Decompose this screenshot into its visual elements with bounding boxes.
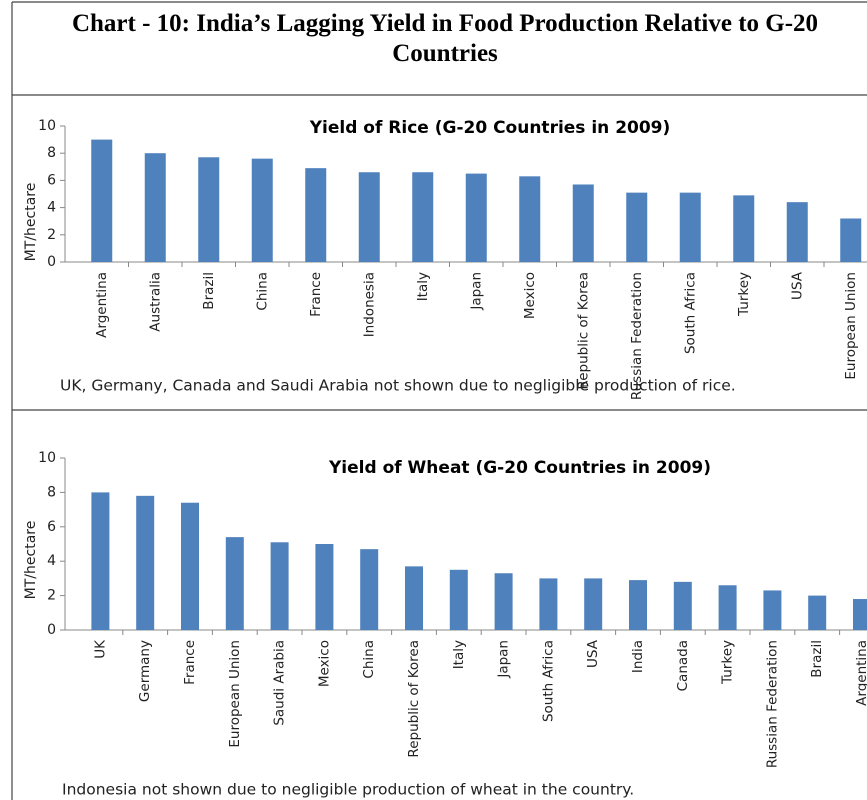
frame — [11, 1, 867, 800]
x-tick-label: Saudi Arabia — [272, 640, 288, 726]
x-tick-label: Japan — [468, 272, 484, 311]
y-tick-label: 2 — [47, 588, 56, 604]
y-tick-label: 8 — [47, 145, 56, 161]
y-tick-label: 2 — [47, 227, 56, 243]
bar — [733, 195, 755, 262]
bar — [840, 218, 862, 262]
x-tick-label: Brazil — [201, 272, 217, 310]
bar — [763, 590, 782, 630]
y-tick-label: 10 — [38, 118, 56, 134]
x-tick-label: Turkey — [736, 272, 752, 317]
bar — [808, 595, 827, 630]
bar — [315, 544, 334, 630]
x-tick-label: South Africa — [540, 640, 556, 722]
y-tick-label: 4 — [47, 200, 56, 216]
x-tick-label: Turkey — [720, 640, 736, 685]
bar — [718, 585, 737, 630]
x-tick-label: Mexico — [522, 272, 538, 319]
x-tick-label: Germany — [137, 640, 153, 702]
y-axis-label: MT/hectare — [23, 521, 39, 600]
x-tick-label: Japan — [496, 640, 512, 679]
y-tick-label: 6 — [47, 172, 56, 188]
bar — [358, 172, 380, 262]
chart-note: Indonesia not shown due to negligible pr… — [62, 781, 634, 799]
bar — [584, 578, 603, 630]
title-line: Chart - 10: India’s Lagging Yield in Foo… — [72, 10, 818, 37]
chart-title: Yield of Wheat (G-20 Countries in 2009) — [328, 458, 711, 478]
chart-title: Yield of Rice (G-20 Countries in 2009) — [309, 118, 671, 138]
x-tick-label: Argentina — [94, 272, 110, 338]
x-tick-label: Canada — [675, 640, 691, 691]
x-tick-label: Italy — [415, 272, 431, 301]
bar — [786, 202, 808, 262]
bar — [270, 542, 289, 630]
x-tick-label: European Union — [227, 640, 243, 748]
x-tick-label: China — [361, 640, 377, 679]
x-tick-label: Republic of Korea — [575, 272, 591, 390]
page-title: Chart - 10: India’s Lagging Yield in Foo… — [72, 10, 818, 67]
x-tick-label: France — [308, 272, 324, 317]
bar — [465, 173, 487, 262]
bar — [144, 153, 166, 262]
bar — [494, 573, 513, 630]
x-tick-label: Italy — [451, 640, 467, 669]
bar — [449, 569, 468, 630]
x-tick-label: South Africa — [682, 272, 698, 354]
x-tick-label: Indonesia — [361, 272, 377, 337]
bar — [360, 549, 379, 630]
bar — [225, 537, 244, 630]
bar — [519, 176, 541, 262]
bar — [305, 168, 327, 262]
bar — [853, 599, 867, 630]
x-tick-label: USA — [585, 639, 601, 668]
bar — [405, 566, 423, 630]
bar — [181, 502, 199, 630]
bar — [91, 139, 113, 262]
bar — [136, 495, 155, 630]
x-tick-label: Mexico — [316, 640, 332, 687]
bar — [539, 578, 558, 630]
y-tick-label: 10 — [38, 450, 56, 466]
x-tick-label: China — [254, 272, 270, 311]
bar — [91, 492, 110, 630]
y-tick-label: 0 — [47, 254, 56, 270]
x-tick-label: USA — [789, 271, 805, 300]
y-tick-label: 4 — [47, 553, 56, 569]
bar — [572, 184, 594, 262]
x-tick-label: Australia — [147, 272, 163, 332]
bar — [673, 581, 692, 630]
bar — [679, 192, 701, 262]
x-tick-label: UK — [92, 639, 108, 659]
bar — [412, 172, 434, 262]
y-tick-label: 8 — [47, 484, 56, 500]
y-axis-label: MT/hectare — [23, 183, 39, 262]
y-tick-label: 6 — [47, 519, 56, 535]
title-line: Countries — [392, 40, 498, 67]
bar — [251, 158, 273, 262]
x-tick-label: Russian Federation — [764, 640, 780, 768]
x-tick-label: Argentina — [854, 640, 867, 706]
bar — [198, 157, 220, 262]
x-tick-label: France — [182, 640, 198, 685]
bar — [629, 580, 647, 630]
chart-note: UK, Germany, Canada and Saudi Arabia not… — [60, 377, 736, 395]
x-tick-label: European Union — [843, 272, 859, 380]
x-tick-label: Brazil — [809, 640, 825, 678]
x-tick-label: Republic of Korea — [406, 640, 422, 758]
x-tick-label: India — [630, 640, 646, 673]
y-tick-label: 0 — [47, 622, 56, 638]
bar — [626, 192, 648, 262]
x-tick-label: Russian Federation — [629, 272, 645, 400]
